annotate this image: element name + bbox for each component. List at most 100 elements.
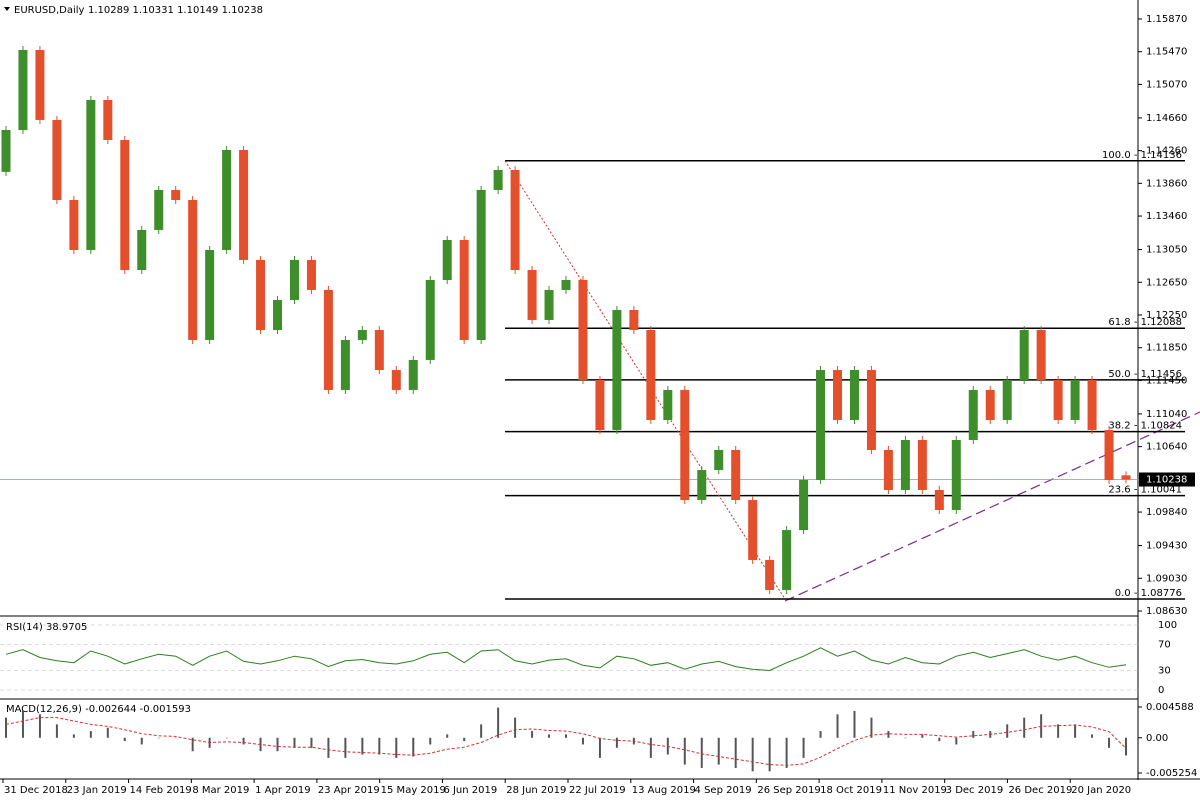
candle-body <box>917 440 927 490</box>
candle-body <box>510 170 520 271</box>
macd-bar <box>106 727 109 738</box>
candle-body <box>222 149 232 250</box>
macd-bar <box>89 731 92 738</box>
rsi-line <box>5 647 1127 672</box>
macd-bar <box>327 737 330 758</box>
macd-bar <box>768 737 771 772</box>
rsi-tick-label: 0 <box>1158 685 1164 696</box>
macd-bar <box>1125 737 1127 756</box>
candle-body <box>459 239 469 341</box>
x-tick-label: 23 Apr 2019 <box>318 785 380 796</box>
x-tick-label: 20 Jan 2020 <box>1071 785 1131 796</box>
macd-tick-label: 0.004588 <box>1146 702 1194 713</box>
macd-bar <box>548 734 551 738</box>
y-tick-label: 1.13860 <box>1146 178 1187 189</box>
candle-body <box>883 449 893 490</box>
symbol-menu[interactable] <box>4 7 10 11</box>
candle-body <box>425 279 435 360</box>
candle-body <box>866 370 876 450</box>
x-tick-label: 14 Feb 2019 <box>130 785 192 796</box>
macd-bar <box>1108 737 1111 748</box>
x-tick-label: 18 Oct 2019 <box>820 785 882 796</box>
macd-bar <box>717 737 720 765</box>
candle-body <box>985 389 995 420</box>
macd-bar <box>293 737 296 748</box>
last-price-label: 1.10238 <box>1146 475 1187 486</box>
fib-label: 23.6 - 1.10041 <box>1108 485 1182 496</box>
x-tick-label: 4 Sep 2019 <box>695 785 752 796</box>
candle-body <box>833 370 843 420</box>
y-tick-label: 1.13460 <box>1146 211 1187 222</box>
candle-body <box>1104 430 1114 480</box>
y-tick-label: 1.08630 <box>1146 606 1187 617</box>
macd-bar <box>1074 724 1077 738</box>
macd-bar <box>615 737 618 748</box>
macd-bar <box>140 737 143 745</box>
chart-title: EURUSD,Daily <box>14 5 85 16</box>
candle-body <box>103 100 113 140</box>
x-tick-label: 31 Dec 2018 <box>4 785 68 796</box>
candle-body <box>629 309 639 331</box>
candle-body <box>849 370 859 420</box>
candle-body <box>934 489 944 511</box>
candle-body <box>561 279 571 290</box>
x-tick-label: 11 Nov 2019 <box>883 785 947 796</box>
macd-bar <box>157 737 160 739</box>
candle-body <box>476 189 486 341</box>
macd-bar <box>819 731 822 738</box>
macd-bar <box>904 737 907 739</box>
x-tick-label: 26 Dec 2019 <box>1008 785 1072 796</box>
candle-body <box>442 239 452 280</box>
candle-body <box>748 500 758 560</box>
candle-body <box>527 270 537 320</box>
macd-bar <box>55 724 58 738</box>
candle-body <box>1002 379 1012 420</box>
macd-bar <box>72 734 75 738</box>
macd-bar <box>446 734 449 738</box>
macd-bar <box>955 737 958 745</box>
y-tick-label: 1.11850 <box>1146 343 1187 354</box>
candle-body <box>697 470 707 501</box>
candle-body <box>680 389 690 501</box>
rsi-tick-label: 70 <box>1158 640 1171 651</box>
macd-bar <box>870 717 873 738</box>
candle-body <box>1019 330 1029 380</box>
y-tick-label: 1.11040 <box>1146 409 1187 420</box>
x-tick-label: 13 Aug 2019 <box>632 785 696 796</box>
candle-body <box>578 279 588 380</box>
candle-body <box>340 340 350 390</box>
last-price-box <box>1139 472 1195 487</box>
x-tick-label: 26 Sep 2019 <box>757 785 820 796</box>
x-tick-label: 15 May 2019 <box>381 785 446 796</box>
rsi-tick-label: 30 <box>1158 666 1171 677</box>
candle-body <box>256 259 266 331</box>
fib-swing <box>504 160 786 600</box>
macd-bar <box>463 737 466 742</box>
y-tick-label: 1.13050 <box>1146 245 1187 256</box>
candle-body <box>357 330 367 341</box>
candle-body <box>205 249 215 341</box>
macd-bar <box>700 737 703 768</box>
macd-bar <box>395 737 398 758</box>
macd-bar <box>123 737 126 742</box>
candle-body <box>612 309 622 431</box>
candle-body <box>900 440 910 490</box>
macd-bar <box>531 731 534 738</box>
candle-body <box>154 189 164 230</box>
y-tick-label: 1.11450 <box>1146 375 1187 386</box>
candle-body <box>595 379 605 431</box>
macd-bar <box>38 714 41 738</box>
y-tick-label: 1.14660 <box>1146 113 1187 124</box>
fib-label: 38.2 - 1.10824 <box>1108 421 1182 432</box>
macd-tick-label: 0.00 <box>1146 733 1168 744</box>
candle-body <box>1053 379 1063 420</box>
macd-bar <box>480 724 483 738</box>
macd-bar <box>378 737 381 755</box>
macd-bar <box>174 737 177 739</box>
candle-body <box>391 370 401 390</box>
macd-bar <box>429 737 432 745</box>
fib-label: 61.8 - 1.12088 <box>1108 317 1182 328</box>
fib-label: 50.0 - 1.11456 <box>1108 369 1182 380</box>
macd-bar <box>836 714 839 738</box>
